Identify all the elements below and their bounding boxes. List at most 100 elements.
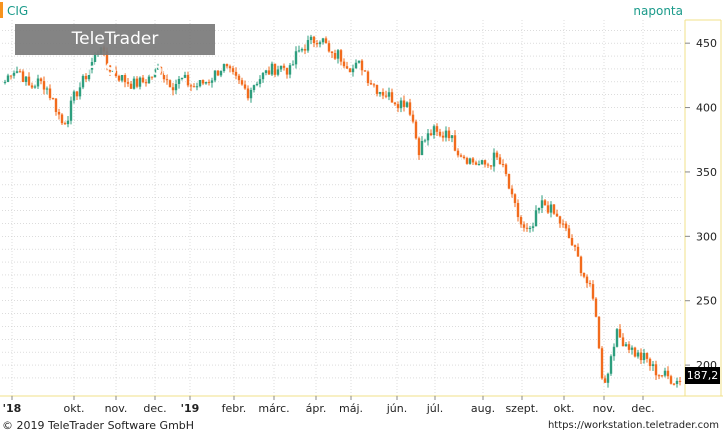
candle-body (237, 75, 241, 81)
x-tick-label: szept. (505, 402, 538, 415)
candle-body (630, 347, 634, 350)
source-url[interactable]: https://workstation.teletrader.com (547, 420, 719, 431)
candle-body (297, 50, 301, 52)
candle-body (414, 121, 418, 139)
candle-body (33, 86, 37, 88)
candle-body (12, 72, 16, 76)
candle-body (531, 226, 535, 228)
candle-body (90, 62, 94, 70)
candle-body (633, 347, 637, 357)
candle-body (270, 63, 274, 75)
candle-body (285, 67, 289, 75)
x-tick-label: okt. (64, 402, 85, 415)
candle-body (588, 283, 592, 285)
candle-body (678, 380, 682, 382)
candle-body (645, 352, 649, 359)
candle-body (315, 42, 319, 45)
symbol-marker (0, 2, 3, 18)
x-axis-ticks: '18 okt. nov. dec. '19 febr. márc. ápr. máj. jún.… (3, 396, 655, 415)
candle-body (663, 370, 667, 376)
candle-body (222, 64, 226, 72)
candle-body (423, 140, 427, 142)
x-tick-label: júl. (426, 402, 444, 415)
candle-body (282, 65, 286, 68)
period-label[interactable]: naponta (633, 4, 683, 18)
candle-body (360, 60, 364, 71)
candle-body (471, 158, 475, 163)
candle-body (150, 76, 154, 78)
candle-body (399, 100, 403, 109)
candle-body (195, 86, 199, 88)
candle-body (579, 256, 583, 274)
candle-body (519, 217, 523, 225)
candle-body (177, 78, 181, 84)
candle-body (435, 126, 439, 132)
candle-body (72, 91, 76, 101)
candle-body (369, 83, 373, 85)
candle-body (51, 98, 55, 100)
candle-body (348, 68, 352, 73)
candle-body (654, 364, 658, 376)
candle-body (636, 352, 640, 357)
candle-body (117, 76, 121, 81)
candle-body (561, 223, 565, 225)
candle-body (549, 204, 553, 213)
candle-body (567, 228, 571, 239)
candle-body (372, 84, 376, 86)
candlestick-series (3, 34, 682, 388)
x-tick-label: márc. (258, 402, 289, 415)
candle-body (537, 207, 541, 211)
candle-body (264, 70, 268, 73)
candle-body (492, 152, 496, 167)
candle-body (585, 276, 589, 284)
instrument-symbol: CIG (7, 4, 29, 18)
candle-body (132, 78, 136, 89)
candle-body (210, 80, 214, 83)
candle-body (228, 66, 232, 69)
candle-body (624, 344, 628, 347)
candle-body (666, 370, 670, 377)
candle-body (144, 82, 148, 84)
candle-body (6, 75, 10, 82)
x-tick-label: dec. (631, 402, 654, 415)
candle-body (276, 69, 280, 75)
candle-body (15, 71, 19, 73)
candle-body (573, 245, 577, 247)
candle-body (480, 160, 484, 165)
candle-body (600, 348, 604, 379)
candle-body (339, 50, 343, 62)
candle-body (330, 51, 334, 54)
candle-body (54, 98, 58, 112)
candle-body (318, 42, 322, 45)
candle-body (378, 92, 382, 94)
candle-body (231, 68, 235, 72)
candle-body (609, 356, 613, 374)
last-price-tag: 187,2 (685, 367, 720, 384)
candle-body (138, 77, 142, 87)
candle-body (327, 43, 331, 52)
candle-body (450, 135, 454, 139)
candle-body (570, 238, 574, 246)
candle-body (342, 61, 346, 67)
candle-body (474, 162, 478, 165)
candle-body (255, 83, 259, 86)
copyright-text: © 2019 TeleTrader Software GmbH (2, 419, 195, 432)
watermark-logo: TeleTrader WorkStation (15, 24, 215, 80)
candle-body (78, 87, 82, 97)
candle-body (516, 203, 520, 218)
grid-lines (2, 20, 683, 396)
candle-body (93, 54, 97, 63)
candle-body (156, 66, 160, 70)
candle-body (591, 284, 595, 299)
candle-body (165, 79, 169, 81)
candle-body (606, 373, 610, 383)
candle-body (543, 200, 547, 206)
candle-body (333, 53, 337, 59)
candle-body (402, 100, 406, 107)
candle-body (189, 85, 193, 87)
candle-body (75, 91, 79, 97)
candle-body (66, 120, 70, 125)
candle-body (447, 130, 451, 139)
candle-body (618, 329, 622, 338)
candle-body (84, 75, 88, 80)
